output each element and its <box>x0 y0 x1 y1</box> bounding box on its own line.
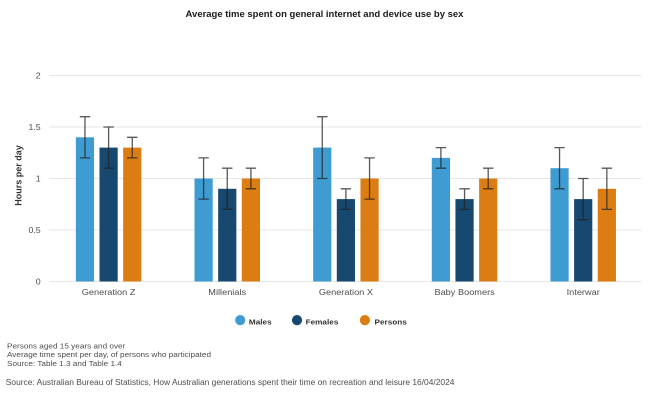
svg-text:0.5: 0.5 <box>28 225 41 235</box>
svg-text:Males: Males <box>249 318 272 327</box>
svg-text:Generation X: Generation X <box>319 287 373 297</box>
svg-text:1: 1 <box>36 174 41 184</box>
svg-text:Hours per day: Hours per day <box>14 145 24 206</box>
svg-text:Persons: Persons <box>375 318 408 327</box>
svg-text:Baby Boomers: Baby Boomers <box>434 287 495 297</box>
svg-text:Average time spent on general: Average time spent on general internet a… <box>186 9 465 19</box>
svg-text:Millenials: Millenials <box>208 287 246 297</box>
svg-text:1.5: 1.5 <box>28 122 41 132</box>
svg-text:Females: Females <box>306 318 339 327</box>
svg-text:Generation Z: Generation Z <box>82 287 136 297</box>
svg-text:Average time spent per day, of: Average time spent per day, of persons w… <box>7 350 211 359</box>
svg-text:2: 2 <box>36 71 41 81</box>
svg-text:Source: Table 1.3 and Table 1.: Source: Table 1.3 and Table 1.4 <box>7 359 122 368</box>
svg-text:Persons aged 15 years and over: Persons aged 15 years and over <box>7 342 126 351</box>
svg-text:Source: Australian Bureau of S: Source: Australian Bureau of Statistics,… <box>6 378 455 387</box>
svg-text:0: 0 <box>36 277 41 287</box>
svg-text:Interwar: Interwar <box>567 287 600 297</box>
